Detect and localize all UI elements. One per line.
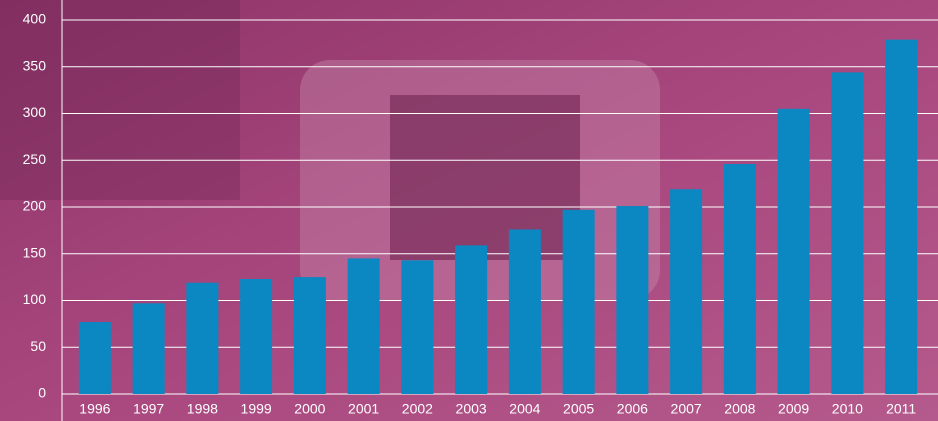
y-tick-label: 100 xyxy=(23,291,47,307)
x-tick-label: 1996 xyxy=(79,401,110,417)
x-tick-label: 2000 xyxy=(294,401,325,417)
y-tick-label: 250 xyxy=(23,151,47,167)
x-tick-label: 2008 xyxy=(724,401,755,417)
bar xyxy=(508,229,541,394)
y-tick-label: 150 xyxy=(23,244,47,260)
bar xyxy=(777,108,810,394)
bar xyxy=(670,189,703,394)
x-tick-label: 2010 xyxy=(832,401,863,417)
x-tick-label: 2011 xyxy=(886,401,916,417)
y-tick-label: 50 xyxy=(30,338,46,354)
x-tick-label: 2003 xyxy=(456,401,487,417)
bar xyxy=(562,209,595,394)
background-shape xyxy=(0,0,240,200)
x-tick-label: 1997 xyxy=(133,401,164,417)
x-tick-label: 1998 xyxy=(187,401,218,417)
x-tick-label: 2001 xyxy=(348,401,379,417)
bar xyxy=(616,206,649,394)
bar xyxy=(293,277,326,394)
y-tick-label: 0 xyxy=(38,385,46,401)
x-tick-label: 2005 xyxy=(563,401,594,417)
x-tick-label: 1999 xyxy=(241,401,272,417)
y-tick-label: 300 xyxy=(23,104,47,120)
x-tick-label: 2006 xyxy=(617,401,648,417)
x-tick-label: 2009 xyxy=(778,401,809,417)
background-shape xyxy=(390,95,580,260)
bar xyxy=(885,39,918,394)
y-tick-label: 200 xyxy=(23,198,47,214)
x-tick-label: 2002 xyxy=(402,401,433,417)
bar xyxy=(455,245,488,394)
y-tick-label: 350 xyxy=(23,57,47,73)
bar xyxy=(723,163,756,394)
bar xyxy=(401,260,434,394)
bar xyxy=(347,258,380,394)
bar xyxy=(186,282,219,394)
y-tick-label: 400 xyxy=(23,11,47,27)
x-tick-label: 2004 xyxy=(509,401,540,417)
bar xyxy=(240,278,273,394)
x-tick-label: 2007 xyxy=(671,401,702,417)
bar xyxy=(78,322,111,394)
bar xyxy=(132,303,165,394)
bar xyxy=(831,72,864,395)
